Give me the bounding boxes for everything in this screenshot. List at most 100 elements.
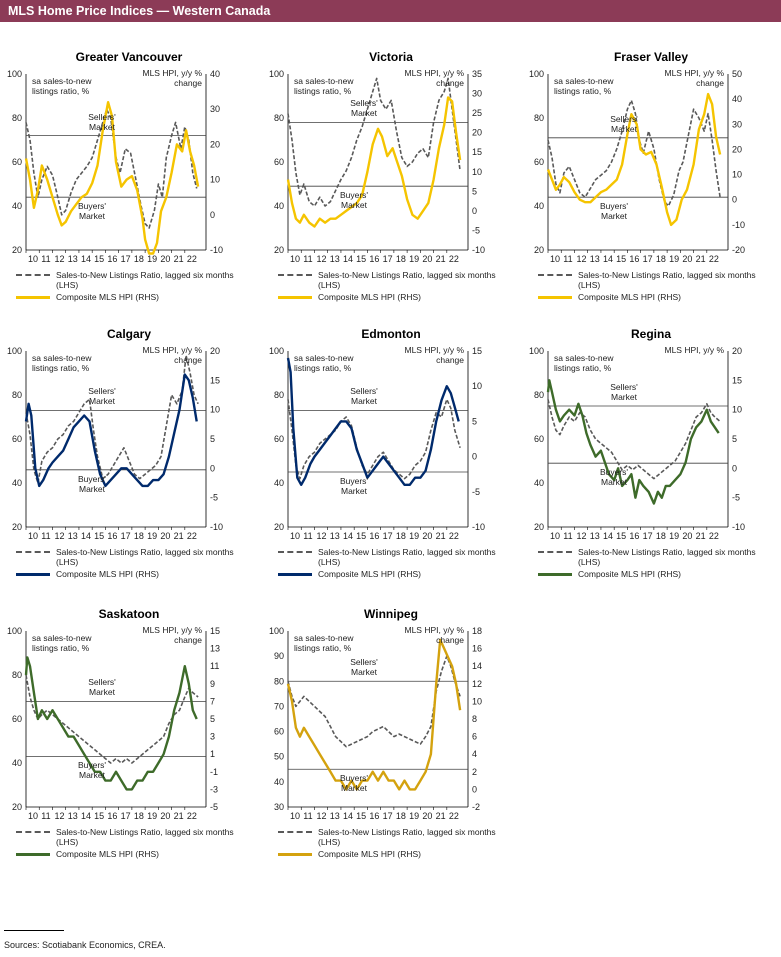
rhs-tick-label: -5 xyxy=(472,487,480,497)
x-tick-label: 13 xyxy=(68,254,78,264)
legend-swatch-snlr xyxy=(538,274,572,276)
x-tick-label: 20 xyxy=(682,254,692,264)
x-tick-label: 15 xyxy=(356,531,366,541)
rhs-tick-label: -10 xyxy=(732,220,745,230)
x-tick-label: 14 xyxy=(81,531,91,541)
lhs-tick-label: 60 xyxy=(534,434,544,444)
lhs-tick-label: 20 xyxy=(274,245,284,255)
legend-swatch-hpi xyxy=(538,573,572,576)
chart-panel: Fraser Valley 100 80 60 40 20 50 40 30 20 10 0 -10 -2… xyxy=(522,28,780,304)
rhs-tick-label: 10 xyxy=(732,405,742,415)
x-tick-label: 11 xyxy=(41,811,50,821)
x-tick-label: 18 xyxy=(134,254,144,264)
rhs-axis-note: MLS HPI, y/y % change xyxy=(142,345,202,365)
rhs-axis-note: MLS HPI, y/y % change xyxy=(404,345,464,365)
legend-swatch-hpi xyxy=(278,296,312,299)
legend-label-snlr: Sales-to-New Listings Ratio, lagged six … xyxy=(318,547,496,567)
lhs-tick-label: 100 xyxy=(7,626,22,636)
rhs-tick-label: 15 xyxy=(472,346,482,356)
legend-item-snlr: Sales-to-New Listings Ratio, lagged six … xyxy=(278,270,518,292)
rhs-tick-label: 7 xyxy=(210,696,215,706)
sellers-market-label: Sellers' Market xyxy=(350,657,378,678)
lhs-tick-label: 40 xyxy=(274,478,284,488)
x-tick-label: 13 xyxy=(68,531,78,541)
legend-item-hpi: Composite MLS HPI (RHS) xyxy=(16,569,256,581)
x-tick-label: 20 xyxy=(422,254,432,264)
x-tick-label: 17 xyxy=(643,531,653,541)
legend-label-hpi: Composite MLS HPI (RHS) xyxy=(318,292,421,302)
footnote-divider xyxy=(4,930,64,931)
lhs-axis-note: sa sales-to-new listings ratio, % xyxy=(32,353,92,373)
legend-label-hpi: Composite MLS HPI (RHS) xyxy=(578,292,681,302)
legend-item-snlr: Sales-to-New Listings Ratio, lagged six … xyxy=(278,547,518,569)
x-tick-label: 22 xyxy=(709,254,719,264)
source-note: Sources: Scotiabank Economics, CREA. xyxy=(4,940,166,950)
lhs-tick-label: 100 xyxy=(529,69,544,79)
legend-swatch-snlr xyxy=(278,831,312,833)
rhs-tick-label: -10 xyxy=(472,245,485,255)
sellers-market-label: Sellers' Market xyxy=(610,113,638,134)
lhs-tick-label: 70 xyxy=(274,701,284,711)
x-tick-label: 14 xyxy=(603,254,613,264)
rhs-tick-label: 3 xyxy=(210,732,215,742)
legend-item-snlr: Sales-to-New Listings Ratio, lagged six … xyxy=(16,827,256,849)
lhs-tick-label: 50 xyxy=(274,752,284,762)
rhs-tick-label: 10 xyxy=(472,381,482,391)
lhs-tick-label: 20 xyxy=(534,245,544,255)
rhs-tick-label: 20 xyxy=(210,139,220,149)
x-tick-label: 17 xyxy=(383,811,393,821)
chart-panel: Saskatoon 100 80 60 40 20 15 13 11 9 7 5 3 1 -1 -3 -5 10 1… xyxy=(0,585,258,861)
lhs-axis-note: sa sales-to-new listings ratio, % xyxy=(294,353,354,373)
x-tick-label: 18 xyxy=(134,531,144,541)
lhs-tick-label: 90 xyxy=(274,651,284,661)
rhs-tick-label: 30 xyxy=(732,119,742,129)
rhs-tick-label: -10 xyxy=(732,522,745,532)
snlr-series-line xyxy=(287,77,461,207)
x-tick-label: 10 xyxy=(28,254,38,264)
x-tick-label: 21 xyxy=(696,531,706,541)
rhs-tick-label: 10 xyxy=(472,696,482,706)
legend-swatch-hpi xyxy=(538,296,572,299)
x-tick-label: 21 xyxy=(174,531,184,541)
x-tick-label: 22 xyxy=(187,811,197,821)
rhs-tick-label: 12 xyxy=(472,679,482,689)
rhs-tick-label: 4 xyxy=(472,749,477,759)
lhs-tick-label: 40 xyxy=(534,201,544,211)
x-tick-label: 11 xyxy=(303,811,312,821)
hpi-series-line xyxy=(286,96,462,228)
chart-panel: Regina 100 80 60 40 20 20 15 10 5 0 -5 -10 10 11 12 13 14… xyxy=(522,305,780,581)
legend-item-hpi: Composite MLS HPI (RHS) xyxy=(538,292,778,304)
buyers-market-label: Buyers' Market xyxy=(599,467,629,488)
legend-item-snlr: Sales-to-New Listings Ratio, lagged six … xyxy=(16,270,256,292)
rhs-tick-label: 5 xyxy=(472,416,477,426)
lhs-tick-label: 60 xyxy=(534,157,544,167)
lhs-tick-label: 60 xyxy=(12,434,22,444)
x-tick-label: 20 xyxy=(422,811,432,821)
buyers-market-label: Buyers' Market xyxy=(339,476,369,496)
x-tick-label: 16 xyxy=(369,531,379,541)
lhs-tick-label: 60 xyxy=(12,157,22,167)
x-tick-label: 11 xyxy=(303,254,312,264)
legend-item-snlr: Sales-to-New Listings Ratio, lagged six … xyxy=(16,547,256,569)
x-tick-label: 17 xyxy=(121,531,131,541)
x-tick-label: 12 xyxy=(576,254,586,264)
rhs-tick-label: 0 xyxy=(472,452,477,462)
rhs-tick-label: 13 xyxy=(210,644,220,654)
rhs-axis-note: MLS HPI, y/y % change xyxy=(142,68,202,88)
x-tick-label: 11 xyxy=(563,254,572,264)
legend-label-hpi: Composite MLS HPI (RHS) xyxy=(56,569,159,579)
buyers-market-label: Buyers' Market xyxy=(339,773,369,794)
x-tick-label: 17 xyxy=(121,254,131,264)
legend-swatch-snlr xyxy=(278,274,312,276)
x-tick-label: 18 xyxy=(656,254,666,264)
x-tick-label: 19 xyxy=(147,254,157,264)
x-tick-label: 18 xyxy=(134,811,144,821)
x-tick-label: 16 xyxy=(629,254,639,264)
rhs-tick-label: -5 xyxy=(472,225,480,235)
rhs-axis-note: MLS HPI, y/y % change xyxy=(404,625,464,645)
lhs-tick-label: 60 xyxy=(274,727,284,737)
rhs-tick-label: 20 xyxy=(732,346,742,356)
